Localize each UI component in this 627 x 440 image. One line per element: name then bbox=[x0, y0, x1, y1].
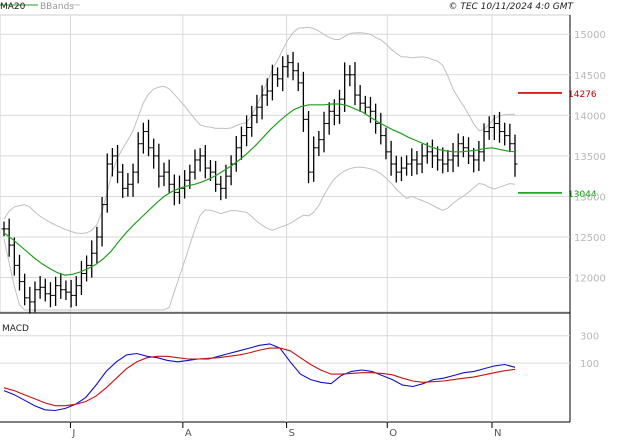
lower-band bbox=[3, 166, 516, 311]
price-tick-label: 14500 bbox=[574, 71, 606, 82]
x-tick-label: J bbox=[71, 428, 75, 439]
macd-line bbox=[3, 343, 516, 412]
x-tick-label: A bbox=[185, 428, 192, 439]
level-label: 13044 bbox=[568, 190, 597, 200]
level-label: 14276 bbox=[568, 90, 597, 100]
macd-tick-label: 100 bbox=[580, 359, 599, 370]
x-tick-label: N bbox=[494, 428, 501, 439]
bbands-legend-label: BBands bbox=[40, 2, 74, 12]
upper-band bbox=[3, 26, 516, 235]
gridlines bbox=[0, 15, 570, 422]
price-bars bbox=[1, 51, 518, 314]
price-tick-label: 13000 bbox=[574, 192, 606, 203]
x-tick-label: S bbox=[289, 428, 295, 439]
price-tick-label: 12000 bbox=[574, 274, 606, 285]
macd-title: MACD bbox=[2, 324, 29, 334]
source-credit: © TEC 10/11/2024 4:0 GMT bbox=[448, 2, 574, 12]
bollinger-bands bbox=[3, 26, 516, 311]
ma20-path bbox=[3, 103, 516, 276]
macd-lines bbox=[3, 343, 516, 412]
price-axis-ticks: 15000 14500 14000 13500 13000 12500 12000 bbox=[574, 30, 606, 284]
price-levels: 14276 13044 bbox=[518, 90, 597, 200]
price-tick-label: 13500 bbox=[574, 152, 606, 163]
price-tick-label: 15000 bbox=[574, 30, 606, 41]
macd-axis-ticks: 300 100 bbox=[580, 332, 599, 370]
macd-tick-label: 300 bbox=[580, 332, 599, 343]
x-tick-label: O bbox=[389, 428, 397, 439]
ma20-line bbox=[3, 103, 516, 276]
price-tick-label: 12500 bbox=[574, 233, 606, 244]
price-panel bbox=[0, 14, 571, 313]
signal-line bbox=[3, 347, 516, 407]
ma-legend-label: MA20 bbox=[0, 2, 26, 12]
price-tick-label: 14000 bbox=[574, 111, 606, 122]
